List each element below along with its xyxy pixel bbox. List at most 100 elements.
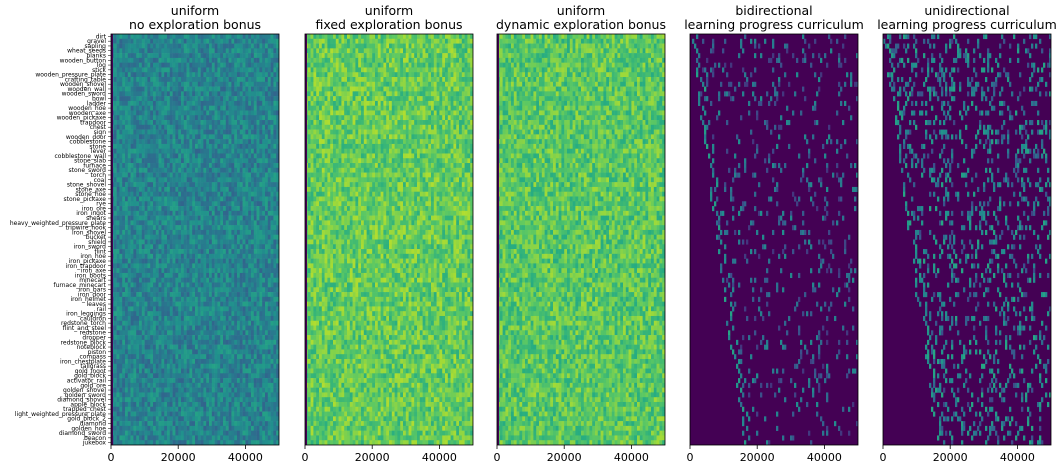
heatmap-cell (217, 272, 221, 279)
heatmap-cell (130, 43, 134, 49)
heatmap-cell (225, 368, 229, 374)
heatmap-cell (192, 225, 196, 231)
heatmap-cell (172, 115, 176, 121)
heatmap-cell (209, 77, 213, 83)
heatmap-cell (158, 225, 162, 231)
heatmap-cell (231, 124, 235, 130)
heatmap-cell (189, 57, 193, 63)
heatmap-cell (158, 425, 162, 431)
heatmap-cell (125, 110, 129, 116)
heatmap-cell (164, 258, 168, 264)
heatmap-cell (211, 57, 215, 63)
heatmap-cell (259, 177, 263, 183)
heatmap-cell (253, 306, 257, 312)
heatmap-cell (147, 100, 151, 106)
heatmap-cell (251, 167, 255, 173)
heatmap-cell (248, 163, 252, 169)
heatmap-cell (195, 339, 199, 345)
heatmap-cell (178, 239, 182, 245)
heatmap-cell (113, 206, 117, 212)
heatmap-cell (125, 210, 129, 216)
heatmap-cell (217, 311, 221, 317)
heatmap-cell (197, 339, 201, 345)
heatmap-cell (189, 105, 193, 111)
heatmap-cell (200, 306, 204, 312)
heatmap-cell (122, 277, 126, 283)
heatmap-cell (153, 34, 157, 40)
heatmap-cell (256, 401, 260, 408)
heatmap-cell (119, 354, 123, 360)
heatmap-cell (211, 311, 215, 317)
heatmap-cell (265, 258, 269, 264)
heatmap-cell (150, 306, 154, 312)
heatmap-cell (228, 315, 232, 322)
heatmap-cell (220, 292, 224, 298)
heatmap-cell (225, 306, 229, 312)
heatmap-cell (262, 368, 266, 374)
heatmap-cell (122, 421, 126, 427)
heatmap-cell (251, 421, 255, 427)
heatmap-cell (125, 258, 129, 264)
heatmap-cell (155, 139, 159, 145)
heatmap-cell (167, 397, 171, 403)
heatmap-cell (175, 120, 179, 126)
heatmap-cell (197, 153, 201, 159)
heatmap-cell (113, 77, 117, 83)
heatmap-cell (197, 186, 201, 193)
heatmap-cell (265, 382, 269, 388)
heatmap-cell (228, 86, 232, 92)
heatmap-cell (206, 358, 210, 365)
heatmap-cell (197, 91, 201, 97)
heatmap-cell (270, 34, 274, 40)
heatmap-cell (161, 167, 165, 173)
heatmap-cell (139, 320, 143, 326)
heatmap-cell (209, 392, 213, 398)
heatmap-cell (122, 368, 126, 374)
heatmap-cell (192, 339, 196, 345)
heatmap-cell (116, 38, 120, 44)
heatmap-cell (197, 62, 201, 68)
heatmap-cell (276, 34, 279, 40)
heatmap-cell (197, 53, 201, 59)
heatmap-cell (214, 172, 218, 178)
heatmap-cell (197, 320, 201, 326)
heatmap-cell (113, 120, 117, 126)
heatmap-cell (175, 239, 179, 245)
heatmap-cell (214, 139, 218, 145)
heatmap-cell (119, 292, 123, 298)
heatmap-cell (113, 282, 117, 288)
heatmap-cell (267, 234, 271, 240)
heatmap-cell (197, 34, 201, 40)
heatmap-cell (225, 258, 229, 264)
heatmap-cell (144, 48, 148, 54)
heatmap-cell (220, 354, 224, 360)
heatmap-cell (141, 301, 145, 307)
heatmap-cell (211, 182, 215, 188)
heatmap-cell (127, 177, 131, 183)
heatmap-cell (147, 282, 151, 288)
heatmap-cell (122, 335, 126, 341)
heatmap-cell (211, 120, 215, 126)
heatmap-cell (214, 421, 218, 427)
heatmap-cell (239, 344, 243, 350)
heatmap-cell (122, 158, 126, 164)
heatmap-cell (178, 86, 182, 92)
heatmap-cell (225, 129, 229, 135)
heatmap-cell (181, 143, 185, 149)
heatmap-cell (197, 143, 201, 149)
heatmap-cell (223, 139, 227, 145)
heatmap-cell (265, 234, 269, 240)
heatmap-cell (119, 315, 123, 322)
heatmap-cell (178, 311, 182, 317)
heatmap-cell (270, 311, 274, 317)
heatmap-cell (256, 244, 260, 250)
heatmap-cell (122, 96, 126, 102)
heatmap-cell (181, 397, 185, 403)
heatmap-cell (209, 387, 213, 393)
heatmap-cell (256, 229, 260, 236)
heatmap-cell (127, 96, 131, 102)
heatmap-cell (214, 373, 218, 379)
heatmap-cell (113, 234, 117, 240)
heatmap-cell (186, 206, 190, 212)
heatmap-cell (183, 43, 187, 49)
